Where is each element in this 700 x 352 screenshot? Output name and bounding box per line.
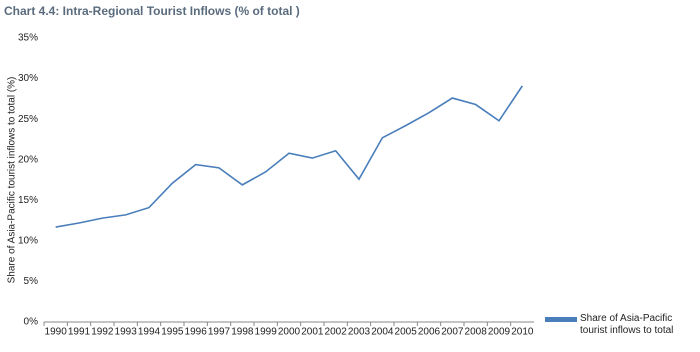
- y-tick-label: 5%: [24, 276, 39, 287]
- x-tick-label: 1993: [115, 327, 138, 338]
- x-tick-label: 2010: [511, 327, 534, 338]
- data-line: [55, 85, 523, 228]
- legend-label: Share of Asia-Pacific tourist inflows to…: [580, 313, 674, 336]
- x-tick-label: 2005: [395, 327, 418, 338]
- y-axis-label: Share of Asia-Pacific tourist inflows to…: [7, 77, 18, 284]
- legend-swatch: [545, 317, 577, 322]
- x-tick-label: 1991: [68, 327, 91, 338]
- x-tick-label: 2009: [488, 327, 511, 338]
- y-tick-label: 25%: [18, 114, 38, 125]
- x-tick-label: 1995: [161, 327, 184, 338]
- x-tick-label: 1997: [208, 327, 231, 338]
- x-tick-label: 2003: [348, 327, 371, 338]
- x-tick-label: 2007: [441, 327, 464, 338]
- x-tick-label: 1994: [138, 327, 161, 338]
- x-tick-label: 1992: [91, 327, 114, 338]
- x-tick-label: 2008: [465, 327, 488, 338]
- x-tick-label: 2001: [301, 327, 324, 338]
- x-tick-label: 1999: [255, 327, 278, 338]
- x-tick-label: 2006: [418, 327, 441, 338]
- y-tick-label: 10%: [18, 235, 38, 246]
- y-tick-label: 20%: [18, 154, 38, 165]
- x-tick-label: 1998: [231, 327, 254, 338]
- y-tick-label: 35%: [18, 33, 38, 44]
- chart-title: Chart 4.4: Intra-Regional Tourist Inflow…: [4, 4, 300, 18]
- y-tick-label: 30%: [18, 73, 38, 84]
- x-tick-label: 2000: [278, 327, 301, 338]
- x-tick-label: 1996: [185, 327, 208, 338]
- x-tick-label: 1990: [45, 327, 68, 338]
- x-tick-label: 2004: [371, 327, 394, 338]
- y-tick-label: 15%: [18, 195, 38, 206]
- x-tick-label: 2002: [325, 327, 348, 338]
- y-tick-label: 0%: [24, 317, 39, 328]
